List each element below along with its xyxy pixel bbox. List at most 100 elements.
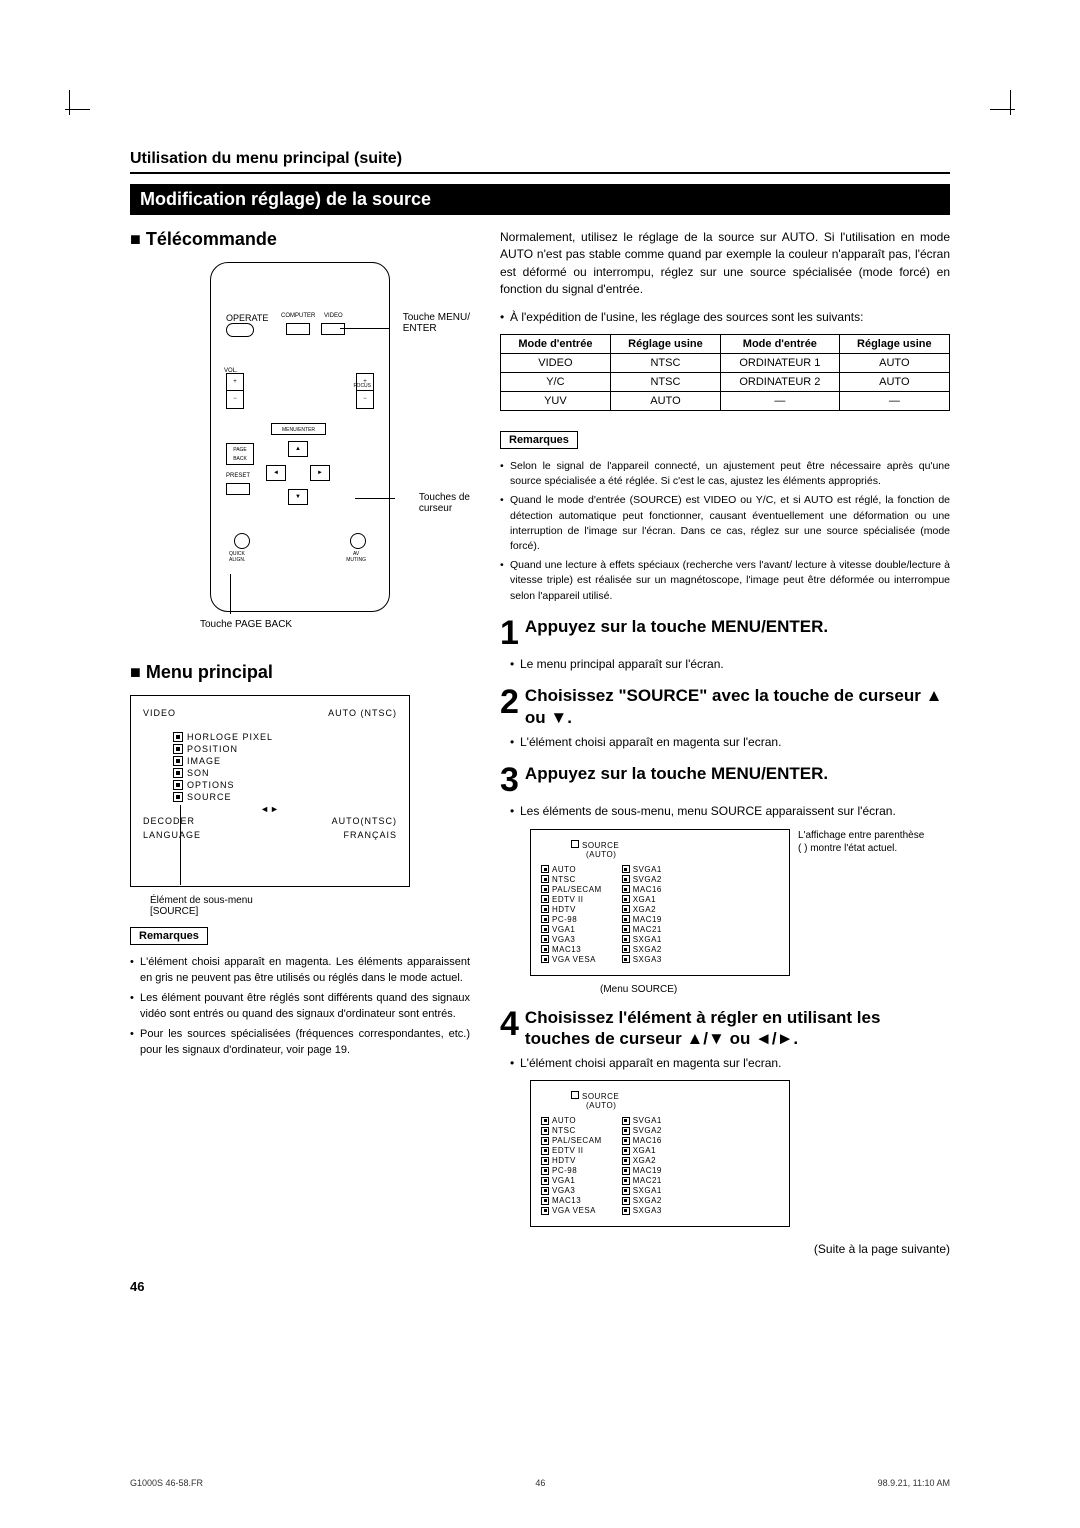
source-side-note: L'affichage entre parenthèse ( ) montre … — [798, 829, 928, 855]
source-item: SVGA1 — [622, 865, 662, 874]
continue-note: (Suite à la page suivante) — [500, 1241, 950, 1258]
step-heading: 3Appuyez sur la touche MENU/ENTER. — [500, 763, 950, 797]
remarques-label-right: Remarques — [500, 431, 578, 449]
remote-quick-align-label: QUICK ALIGN. — [229, 551, 245, 563]
menu-item: HORLOGE PIXEL — [173, 732, 397, 742]
footer-right: 98.9.21, 11:10 AM — [878, 1478, 950, 1488]
remote-vol-label: VOL. — [224, 368, 238, 374]
callout-page-back: Touche PAGE BACK — [200, 619, 292, 630]
source-item: XGA2 — [622, 1156, 662, 1165]
crop-mark — [990, 90, 1030, 130]
remote-diagram: OPERATE COMPUTER VIDEO + − VOL. + − FOCU… — [210, 262, 390, 612]
source-item: VGA3 — [541, 1186, 602, 1195]
step-heading: 4Choisissez l'élément à régler en utilis… — [500, 1007, 950, 1050]
source-item: VGA1 — [541, 925, 602, 934]
table-header: Réglage usine — [839, 334, 949, 353]
callout-curseur: Touches de curseur — [419, 492, 470, 514]
step-sub: L'élément choisi apparaît en magenta sur… — [510, 1055, 950, 1072]
source-menu-caption: (Menu SOURCE) — [600, 984, 950, 995]
source-item: VGA1 — [541, 1176, 602, 1185]
source-item: SXGA1 — [622, 935, 662, 944]
menu-top-left: VIDEO — [143, 708, 176, 718]
remarques-label-left: Remarques — [130, 927, 208, 945]
main-menu-box: VIDEO AUTO (NTSC) HORLOGE PIXEL POSITION I… — [130, 695, 410, 887]
source-item: MAC19 — [622, 915, 662, 924]
remote-focus-label: FOCUS — [354, 383, 372, 389]
source-item: PC-98 — [541, 1166, 602, 1175]
source-item: XGA1 — [622, 895, 662, 904]
factory-note: À l'expédition de l'usine, les réglage d… — [500, 309, 950, 326]
source-item: XGA2 — [622, 905, 662, 914]
source-item: SVGA1 — [622, 1116, 662, 1125]
table-row: YUVAUTO—— — [501, 391, 950, 410]
menu-principal-heading: Menu principal — [130, 662, 470, 683]
remarque-item: L'élément choisi apparaît en magenta. Le… — [130, 955, 470, 987]
language-val: FRANÇAIS — [343, 830, 397, 840]
source-item: MAC13 — [541, 1196, 602, 1205]
table-header: Réglage usine — [610, 334, 720, 353]
menu-item: POSITION — [173, 744, 397, 754]
source-menu-box: SOURCE(AUTO)AUTONTSCPAL/SECAMEDTV IIHDTV… — [530, 1080, 790, 1227]
source-item: HDTV — [541, 1156, 602, 1165]
source-item: PC-98 — [541, 915, 602, 924]
table-row: Y/CNTSCORDINATEUR 2AUTO — [501, 372, 950, 391]
page-number: 46 — [130, 1279, 950, 1294]
source-item: SVGA2 — [622, 875, 662, 884]
page-header: Utilisation du menu principal (suite) — [130, 150, 950, 174]
source-item: MAC16 — [622, 1136, 662, 1145]
source-item: NTSC — [541, 875, 602, 884]
source-item: XGA1 — [622, 1146, 662, 1155]
remote-preset-label: PRESET — [226, 473, 250, 479]
menu-item: SOURCE — [173, 792, 397, 802]
table-header: Mode d'entrée — [501, 334, 611, 353]
source-item: AUTO — [541, 1116, 602, 1125]
footer-left: G1000S 46-58.FR — [130, 1478, 203, 1488]
remote-menu-enter-btn: MENU/ENTER — [271, 423, 326, 435]
decoder-val: AUTO(NTSC) — [332, 816, 397, 826]
remarque-item: Pour les sources spécialisées (fréquence… — [130, 1027, 470, 1059]
source-item: SXGA2 — [622, 1196, 662, 1205]
source-item: SXGA3 — [622, 1206, 662, 1215]
step-sub: Le menu principal apparaît sur l'écran. — [510, 656, 950, 673]
footer: G1000S 46-58.FR 46 98.9.21, 11:10 AM — [130, 1478, 950, 1488]
remote-operate-label: OPERATE — [226, 313, 268, 323]
source-item: SVGA2 — [622, 1126, 662, 1135]
source-item: HDTV — [541, 905, 602, 914]
menu-item: SON — [173, 768, 397, 778]
remarque-item: Quand une lecture à effets spéciaux (rec… — [500, 558, 950, 604]
footer-mid: 46 — [535, 1478, 545, 1488]
source-item: SXGA3 — [622, 955, 662, 964]
step-sub: L'élément choisi apparaît en magenta sur… — [510, 734, 950, 751]
source-item: PAL/SECAM — [541, 885, 602, 894]
table-row: VIDEONTSCORDINATEUR 1AUTO — [501, 353, 950, 372]
menu-top-right: AUTO (NTSC) — [328, 708, 397, 718]
remote-av-muting-label: AV MUTING — [346, 551, 366, 563]
menu-item: OPTIONS — [173, 780, 397, 790]
step-heading: 1Appuyez sur la touche MENU/ENTER. — [500, 616, 950, 650]
source-item: EDTV II — [541, 895, 602, 904]
remarque-item: Les élément pouvant être réglés sont dif… — [130, 991, 470, 1023]
factory-settings-table: Mode d'entréeRéglage usineMode d'entréeR… — [500, 334, 950, 411]
telecommande-heading: Télécommande — [130, 229, 470, 250]
intro-text: Normalement, utilisez le réglage de la s… — [500, 229, 950, 299]
source-item: SXGA2 — [622, 945, 662, 954]
remarque-item: Quand le mode d'entrée (SOURCE) est VIDE… — [500, 493, 950, 554]
source-menu-box: SOURCE(AUTO)AUTONTSCPAL/SECAMEDTV IIHDTV… — [530, 829, 790, 976]
source-item: VGA3 — [541, 935, 602, 944]
section-title-bar: Modification réglage) de la source — [130, 184, 950, 215]
crop-mark — [50, 90, 90, 130]
callout-menu-enter: Touche MENU/ ENTER — [403, 312, 470, 334]
source-item: PAL/SECAM — [541, 1136, 602, 1145]
source-item: AUTO — [541, 865, 602, 874]
remote-page-back-btn: PAGE BACK — [226, 443, 254, 465]
source-item: MAC21 — [622, 1176, 662, 1185]
source-item: NTSC — [541, 1126, 602, 1135]
source-item: SXGA1 — [622, 1186, 662, 1195]
table-header: Mode d'entrée — [721, 334, 840, 353]
step-sub: Les éléments de sous-menu, menu SOURCE a… — [510, 803, 950, 820]
remote-computer-label: COMPUTER — [281, 313, 315, 319]
menu-item: IMAGE — [173, 756, 397, 766]
step-heading: 2Choisissez "SOURCE" avec la touche de c… — [500, 685, 950, 728]
source-item: EDTV II — [541, 1146, 602, 1155]
source-item: MAC19 — [622, 1166, 662, 1175]
